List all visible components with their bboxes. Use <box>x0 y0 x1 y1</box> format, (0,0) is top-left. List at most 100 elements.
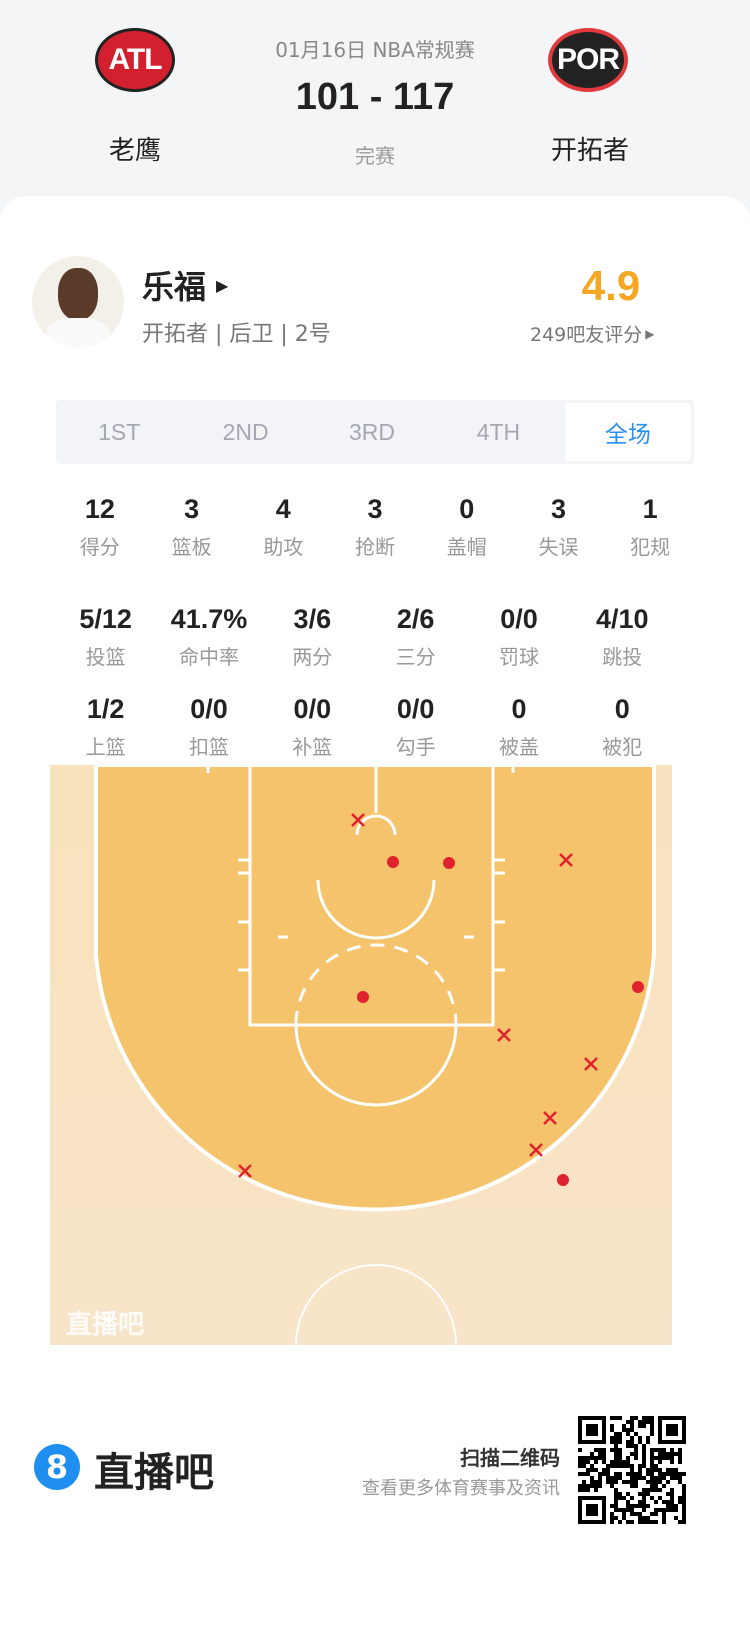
shot-missed <box>497 1028 511 1042</box>
shot-missed <box>351 813 365 827</box>
shot-missed <box>559 853 573 867</box>
free-throw-circle-top <box>294 943 458 1026</box>
stat-value: 4/10 <box>596 604 649 634</box>
three-point-area <box>94 765 656 1212</box>
stat-2pt: 3/6 两分 <box>261 604 364 670</box>
stat-label: 犯规 <box>630 535 671 559</box>
stat-value: 3 <box>184 494 200 524</box>
lane-ticks <box>206 765 515 972</box>
play-arrow-icon: ▶ <box>645 326 655 341</box>
stat-label: 抢断 <box>355 535 396 559</box>
stat-value: 0 <box>459 494 475 524</box>
stat-layup: 1/2 上篮 <box>54 694 157 760</box>
stat-value: 12 <box>84 494 115 524</box>
shot-made <box>387 856 399 868</box>
stat-blocks: 0 盖帽 <box>421 494 513 560</box>
shot-made <box>632 981 644 993</box>
stat-label: 两分 <box>292 645 333 669</box>
shot-missed <box>238 1164 252 1178</box>
stat-value: 0/0 <box>190 694 228 724</box>
stat-label: 篮板 <box>171 535 212 559</box>
shot-made <box>557 1174 569 1186</box>
stat-value: 0/0 <box>500 604 538 634</box>
stat-label: 助攻 <box>263 535 304 559</box>
stat-value: 3/6 <box>293 604 332 634</box>
stat-label: 被犯 <box>602 735 643 759</box>
tab-1st[interactable]: 1ST <box>98 418 141 445</box>
home-team-name: 老鹰 <box>108 136 161 166</box>
por-logo: POR <box>548 28 628 92</box>
rating-count: 249吧友评分 <box>530 324 643 346</box>
paint <box>248 765 495 1027</box>
stat-label: 盖帽 <box>446 535 487 559</box>
stat-value: 0/0 <box>396 694 435 724</box>
shot-chart: 直播吧 <box>50 765 672 1345</box>
stat-value: 5/12 <box>79 604 132 634</box>
shot-made <box>357 991 369 1003</box>
shot-made <box>443 857 455 869</box>
free-throw-circle-bottom <box>294 1024 458 1107</box>
stat-fg: 5/12 投篮 <box>54 604 157 670</box>
stat-label: 三分 <box>395 645 436 669</box>
tab-2nd[interactable]: 2ND <box>222 418 269 445</box>
stat-value: 1/2 <box>86 694 125 724</box>
period-tabs: 1ST 2ND 3RD 4TH 全场 <box>56 400 694 464</box>
stat-label: 失误 <box>538 535 579 559</box>
stat-blocked: 0 被盖 <box>467 694 570 760</box>
shots <box>238 813 644 1186</box>
stat-points: 12 得分 <box>54 494 146 560</box>
shot-missed <box>584 1057 598 1071</box>
stat-label: 被盖 <box>498 735 539 759</box>
tab-full-game[interactable]: 全场 <box>564 403 692 461</box>
rating-link[interactable]: 249吧友评分 ▶ <box>530 320 655 347</box>
scan-title: 扫描二维码 <box>460 1446 560 1470</box>
stat-ft: 0/0 罚球 <box>467 604 570 670</box>
stats-row-shot-types: 1/2 上篮 0/0 扣篮 0/0 补篮 0/0 勾手 0 被盖 0 被犯 <box>54 694 674 760</box>
stat-value: 0 <box>614 694 630 724</box>
brand-logo-icon: 8 <box>34 1444 80 1490</box>
stat-steals: 3 抢断 <box>329 494 421 560</box>
stat-label: 扣篮 <box>188 735 229 759</box>
scan-subtitle: 查看更多体育赛事及资讯 <box>362 1478 560 1499</box>
play-arrow-icon: ▶ <box>216 275 229 295</box>
player-avatar <box>32 256 124 348</box>
por-logo-text: POR <box>556 43 620 76</box>
stat-label: 得分 <box>79 535 120 559</box>
stat-label: 跳投 <box>602 645 643 669</box>
shot-missed <box>529 1143 543 1157</box>
stat-assists: 4 助攻 <box>237 494 329 560</box>
stat-value: 4 <box>275 494 291 524</box>
player-name-link[interactable]: 乐福 ▶ <box>142 262 228 308</box>
atl-logo-text: ATL <box>108 43 162 76</box>
match-score: 101 - 117 <box>295 76 455 118</box>
stat-value: 3 <box>550 494 566 524</box>
center-circle <box>295 1264 457 1345</box>
stat-fouled: 0 被犯 <box>571 694 674 760</box>
shot-missed <box>543 1111 557 1125</box>
stat-dunk: 0/0 扣篮 <box>157 694 260 760</box>
stat-turnovers: 3 失误 <box>513 494 605 560</box>
away-team-name: 开拓者 <box>550 136 629 166</box>
stat-tipin: 0/0 补篮 <box>261 694 364 760</box>
stat-fouls: 1 犯规 <box>604 494 696 560</box>
qr-code[interactable] <box>578 1416 686 1524</box>
restricted-arc <box>355 814 397 836</box>
stat-value: 1 <box>642 494 658 524</box>
player-rating: 4.9 <box>581 262 641 309</box>
stat-fg-pct: 41.7% 命中率 <box>157 604 260 670</box>
tab-3rd[interactable]: 3RD <box>349 418 396 445</box>
stats-row-shooting: 5/12 投篮 41.7% 命中率 3/6 两分 2/6 三分 0/0 罚球 4/10 跳投 <box>54 604 674 670</box>
low-post-arc <box>316 879 436 940</box>
tab-4th[interactable]: 4TH <box>476 418 521 445</box>
player-info: 开拓者 | 后卫 | 2号 <box>142 322 331 347</box>
stat-jumpshot: 4/10 跳投 <box>571 604 674 670</box>
court-lines <box>94 765 656 1345</box>
stat-value: 3 <box>367 494 383 524</box>
stat-value: 41.7% <box>170 604 248 634</box>
stat-3pt: 2/6 三分 <box>364 604 467 670</box>
match-status: 完赛 <box>355 144 395 168</box>
stat-label: 上篮 <box>85 735 126 759</box>
stat-label: 投篮 <box>85 645 126 669</box>
atl-logo: ATL <box>95 28 175 92</box>
match-date-league: 01月16日 NBA常规赛 <box>275 38 475 62</box>
